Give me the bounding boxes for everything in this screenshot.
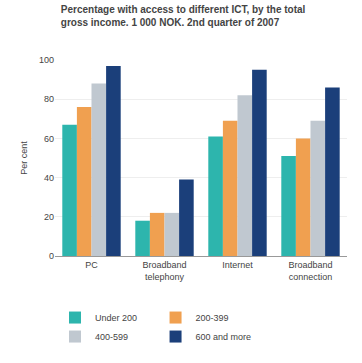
svg-text:40: 40: [44, 173, 54, 183]
svg-text:80: 80: [44, 94, 54, 104]
svg-text:600 and more: 600 and more: [196, 332, 252, 342]
svg-text:Broadbandconnection: Broadbandconnection: [288, 260, 332, 282]
svg-text:60: 60: [44, 134, 54, 144]
svg-text:PC: PC: [85, 260, 98, 270]
svg-text:Percentage with access to diff: Percentage with access to different ICT,…: [61, 4, 306, 28]
svg-text:100: 100: [39, 55, 54, 65]
svg-text:200-399: 200-399: [196, 313, 229, 323]
svg-text:0: 0: [49, 251, 54, 261]
svg-text:Per cent: Per cent: [19, 141, 29, 175]
svg-text:Under 200: Under 200: [95, 313, 137, 323]
svg-text:20: 20: [44, 212, 54, 222]
svg-text:Internet: Internet: [222, 260, 253, 270]
svg-text:400-599: 400-599: [95, 332, 128, 342]
svg-text:Broadbandtelephony: Broadbandtelephony: [142, 260, 186, 282]
